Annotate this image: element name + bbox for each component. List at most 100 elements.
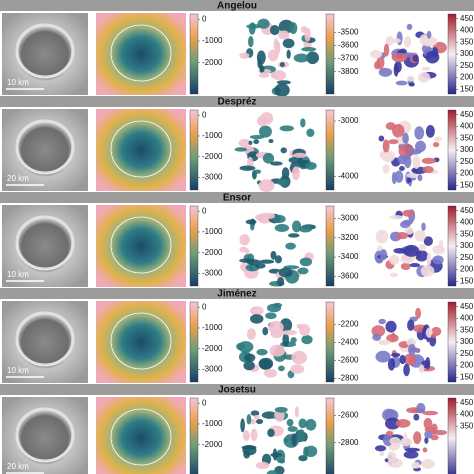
colorbar-tick-label: -3500 <box>338 27 359 36</box>
map-patch <box>430 434 439 441</box>
row-title: Angelou <box>217 1 257 12</box>
map-patch <box>431 326 442 336</box>
map-patch <box>432 245 445 255</box>
map-patch <box>234 147 248 152</box>
map-patch <box>258 179 275 193</box>
colorbar <box>325 205 335 287</box>
map-patch <box>420 265 435 277</box>
map-patch <box>297 429 306 442</box>
map-patch <box>400 154 411 161</box>
map-patch <box>421 66 431 71</box>
colorbar-tick-label: 400 <box>460 26 474 35</box>
colorbar <box>447 397 457 474</box>
map-patch <box>243 360 255 371</box>
colorbar-tick-label: 200 <box>460 73 474 82</box>
map-patch <box>424 436 429 444</box>
colorbar-tick-label: 300 <box>460 49 474 58</box>
colorbar-tick-label: 350 <box>460 37 474 46</box>
map-patch <box>414 126 425 140</box>
map-patch <box>393 247 407 254</box>
contour <box>110 312 172 370</box>
map-patch <box>378 67 393 77</box>
map-patch <box>269 344 286 357</box>
map-patch <box>249 306 264 316</box>
map-patch <box>288 156 304 164</box>
map-patch <box>424 430 433 439</box>
map-patch <box>246 24 262 29</box>
map-patch <box>405 447 421 452</box>
colorbar-tick-label: 250 <box>460 61 474 70</box>
map-patch <box>412 54 419 62</box>
map-patch <box>394 60 402 73</box>
map-patch <box>306 128 315 137</box>
map-patch <box>398 165 405 172</box>
map-patch <box>281 329 298 336</box>
map-patch <box>391 352 401 358</box>
map-patch <box>291 433 297 447</box>
map-patch <box>239 165 256 171</box>
map-patch <box>409 262 421 268</box>
map-patch <box>274 83 290 97</box>
colorbar-tick-label: -1000 <box>202 36 223 45</box>
colorbar-tick-label: 200 <box>460 265 474 274</box>
map-patch <box>417 174 423 182</box>
map-patch <box>408 82 415 87</box>
map-patch <box>385 430 394 437</box>
map-patch <box>379 249 388 261</box>
map-patch <box>389 437 401 446</box>
map-patch <box>303 446 309 458</box>
map-patch <box>400 262 411 271</box>
map-patch <box>378 339 391 346</box>
map-patch <box>246 328 256 340</box>
map-patch <box>268 138 274 144</box>
colorbar <box>189 301 199 383</box>
map-patch <box>276 80 291 85</box>
map-patch <box>421 157 436 165</box>
map-patch <box>406 338 417 347</box>
map-patch <box>239 234 250 246</box>
map-patch <box>272 214 286 224</box>
colorbar-tick-label: -3700 <box>338 54 359 63</box>
map-patch <box>273 38 279 51</box>
map-patch <box>246 259 261 265</box>
map-patch <box>386 333 399 343</box>
colorbar-tick-label: 150 <box>460 276 474 285</box>
map-patch <box>298 225 313 233</box>
map-patch <box>432 255 444 265</box>
map-patch <box>250 314 264 324</box>
map-patch <box>305 418 317 431</box>
colorbar-tick-label: 350 <box>460 133 474 142</box>
colorbar-tick-label: -2800 <box>338 438 359 447</box>
map-patch <box>301 334 313 345</box>
colorbar-tick-label: 150 <box>460 84 474 93</box>
map-patch <box>278 267 293 278</box>
colorbar <box>325 397 335 474</box>
map-patch <box>422 447 428 453</box>
map-patch <box>246 413 252 425</box>
map-patch <box>403 244 420 257</box>
map-patch <box>245 219 257 225</box>
map-patch <box>402 219 413 226</box>
colorbar-tick-label: 350 <box>460 325 474 334</box>
map-patch <box>270 161 283 166</box>
map-patch <box>395 418 411 428</box>
map-patch <box>432 142 440 148</box>
map-patch <box>434 136 442 142</box>
map-patch <box>278 365 285 372</box>
map-patch <box>253 414 260 420</box>
scale-label: 20 km <box>7 462 29 471</box>
map-patch <box>385 122 396 130</box>
map-patch <box>300 118 306 128</box>
colorbar-tick-label: -3000 <box>202 269 223 278</box>
map-patch <box>241 445 257 450</box>
map-patch <box>408 344 417 356</box>
map-patch <box>256 115 267 127</box>
map-patch <box>394 170 404 183</box>
colorbar-tick-label: -3200 <box>338 233 359 242</box>
colorbar-tick-label: 0 <box>202 110 207 119</box>
map-patch <box>239 246 248 253</box>
map-patch <box>293 152 307 158</box>
map-patch <box>270 250 277 260</box>
map-patch <box>375 229 389 244</box>
map-patch <box>269 25 280 36</box>
